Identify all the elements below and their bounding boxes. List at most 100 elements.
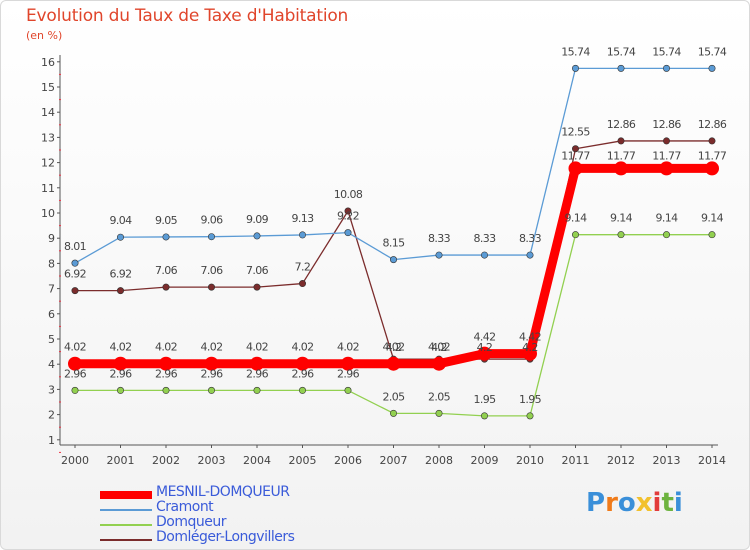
data-label: 2.96 [155, 367, 178, 380]
data-point [389, 409, 397, 417]
y-tick-label: 5 [48, 333, 55, 346]
data-point [435, 251, 443, 259]
data-label: 4.2 [522, 341, 538, 354]
data-point [617, 137, 625, 145]
y-tick-label: 2 [48, 409, 55, 422]
data-point [159, 356, 173, 371]
legend-swatch-domqueur [100, 524, 152, 526]
data-point [298, 386, 306, 394]
legend-label-cramont: Cramont [156, 499, 214, 515]
data-label: 15.74 [607, 45, 636, 58]
y-tick-label: 16 [41, 56, 55, 69]
chart-title: Evolution du Taux de Taxe d'Habitation [26, 6, 349, 26]
data-point [617, 64, 625, 72]
data-label: 11.77 [561, 149, 590, 162]
data-label: 12.86 [607, 118, 636, 131]
data-point [571, 64, 579, 72]
data-point [341, 356, 355, 371]
data-point [117, 287, 125, 295]
data-point [389, 256, 397, 264]
x-tick-label: 2000 [61, 454, 89, 467]
x-tick-label: 2001 [107, 454, 135, 467]
data-label: 12.55 [561, 126, 590, 139]
data-point [295, 356, 310, 371]
data-point [614, 161, 628, 176]
x-tick-label: 2009 [471, 454, 499, 467]
chart-subtitle: (en %) [26, 29, 63, 42]
y-tick-label: 8 [48, 257, 55, 270]
data-label: 6.92 [64, 268, 86, 281]
data-point [113, 356, 128, 371]
data-point [708, 231, 716, 239]
y-tick-label: 7 [48, 283, 55, 296]
data-point [204, 356, 219, 371]
data-label: 4.02 [246, 341, 268, 354]
x-tick-label: 2008 [425, 454, 453, 467]
legend-label-mesnil: MESNIL-DOMQUEUR [156, 484, 290, 500]
proxiti-logo: Proxiti [586, 488, 683, 518]
legend-swatch-mesnil [100, 491, 152, 499]
data-label: 4.02 [155, 341, 177, 354]
data-label: 2.96 [337, 367, 360, 380]
data-point [71, 287, 79, 295]
logo-letter: t [661, 488, 674, 518]
y-tick-label: 13 [41, 131, 55, 144]
data-point [435, 409, 443, 417]
data-point [662, 137, 670, 145]
logo-letter: x [635, 488, 653, 518]
data-point [571, 231, 579, 239]
legend-label-domqueur: Domqueur [156, 514, 227, 530]
data-label: 4.02 [200, 341, 222, 354]
data-label: 4.02 [428, 341, 450, 354]
data-label: 2.96 [64, 367, 87, 380]
data-label: 10.08 [334, 188, 363, 201]
data-label: 4.2 [431, 341, 447, 354]
data-point [208, 386, 216, 394]
y-tick-label: 11 [41, 182, 55, 195]
data-label: 8.33 [428, 232, 451, 245]
data-point [71, 386, 79, 394]
data-point [708, 64, 716, 72]
legend-label-domleger: Domléger-Longvillers [156, 529, 295, 545]
data-point [708, 137, 716, 145]
data-point [344, 207, 352, 215]
data-point [253, 386, 261, 394]
data-label: 4.02 [64, 341, 86, 354]
data-label: 4.02 [291, 341, 313, 354]
data-label: 1.95 [519, 393, 542, 406]
x-tick-label: 2013 [653, 454, 681, 467]
x-tick-label: 2010 [516, 454, 544, 467]
x-tick-label: 2014 [698, 454, 726, 467]
x-tick-label: 2012 [607, 454, 635, 467]
data-label: 2.96 [109, 367, 132, 380]
data-point [477, 346, 492, 361]
data-label: 2.05 [428, 390, 451, 403]
logo-letter: o [617, 488, 636, 518]
data-label: 9.06 [200, 214, 223, 227]
y-tick-label: 1 [48, 434, 55, 447]
data-point [480, 251, 488, 259]
data-label: 15.74 [698, 45, 727, 58]
y-tick-label: 6 [48, 308, 55, 321]
data-point [344, 229, 352, 237]
legend-swatch-domleger [100, 539, 152, 541]
y-tick-label: 15 [41, 81, 55, 94]
y-tick-label: 9 [48, 232, 55, 245]
data-point [386, 356, 401, 371]
legend-swatch-cramont [100, 509, 152, 511]
data-label: 2.96 [200, 367, 223, 380]
data-point [117, 233, 125, 241]
data-point [526, 412, 534, 420]
data-label: 12.86 [698, 118, 727, 131]
data-label: 8.15 [382, 237, 405, 250]
data-label: 2.05 [382, 390, 405, 403]
x-tick-label: 2005 [289, 454, 317, 467]
data-point [432, 356, 446, 371]
x-tick-label: 2003 [198, 454, 226, 467]
data-label: 9.14 [701, 212, 724, 225]
data-label: 11.77 [607, 149, 636, 162]
data-point [71, 259, 79, 267]
data-label: 9.04 [109, 214, 132, 227]
data-label: 4.2 [477, 341, 493, 354]
